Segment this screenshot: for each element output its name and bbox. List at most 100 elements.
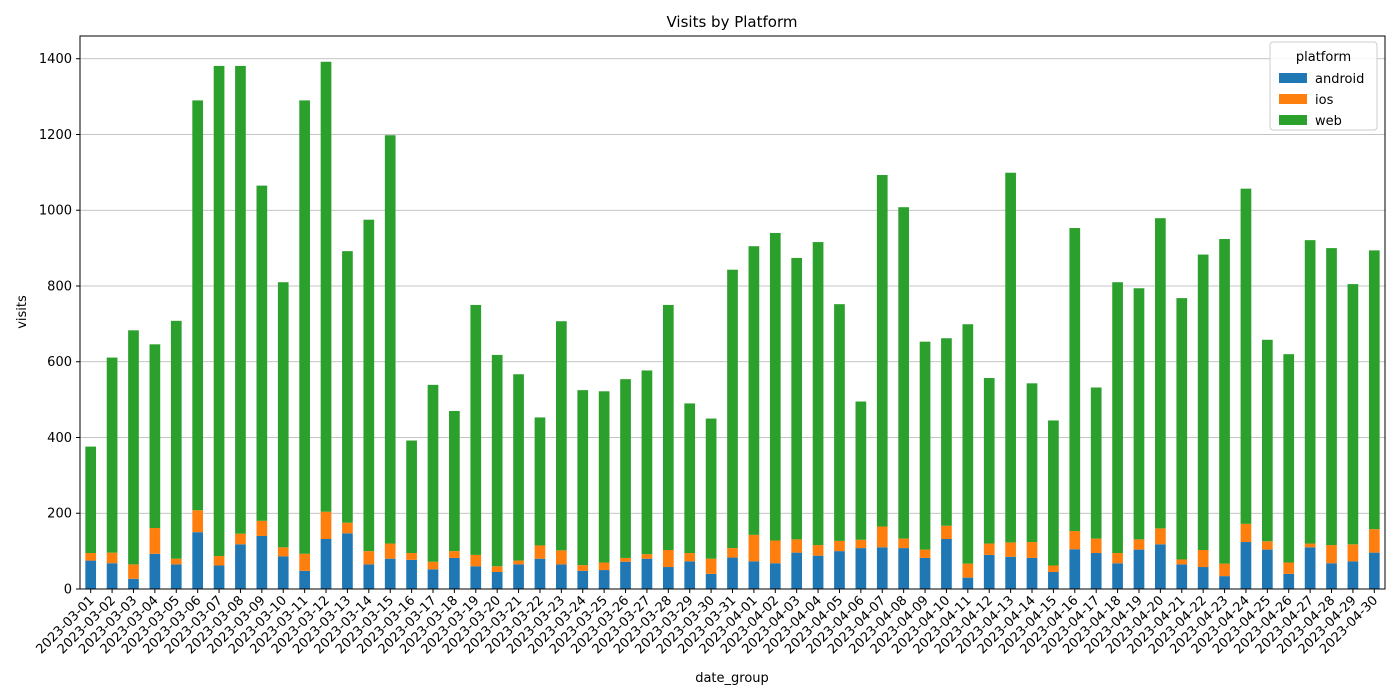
bar-android xyxy=(1112,563,1123,589)
bar-ios xyxy=(1155,528,1166,545)
bar-ios xyxy=(1048,565,1059,572)
legend-swatch-android xyxy=(1279,73,1307,83)
x-axis-label: date_group xyxy=(695,671,769,686)
bar-android xyxy=(513,564,524,589)
bar-ios xyxy=(384,543,396,559)
bar-web xyxy=(449,410,460,552)
bar-ios xyxy=(898,538,909,549)
bar-web xyxy=(213,65,225,557)
bar-android xyxy=(620,561,631,589)
bar-web xyxy=(128,330,139,565)
bar-ios xyxy=(427,561,439,570)
bar-ios xyxy=(727,548,738,558)
bar-web xyxy=(491,354,503,567)
bar-ios xyxy=(363,551,375,565)
bar-web xyxy=(513,374,524,561)
bar-android xyxy=(277,556,289,589)
bar-ios xyxy=(277,547,289,557)
bar-ios xyxy=(1283,562,1295,574)
y-tick-label: 200 xyxy=(47,507,72,522)
bar-ios xyxy=(748,534,760,562)
bar-ios xyxy=(213,556,225,566)
bar-android xyxy=(235,544,246,589)
bar-web xyxy=(598,391,610,563)
bar-ios xyxy=(1347,544,1359,562)
bar-ios xyxy=(1005,542,1016,557)
bar-android xyxy=(983,554,995,589)
bar-android xyxy=(1261,549,1273,589)
legend-label-web: web xyxy=(1315,114,1342,129)
bar-ios xyxy=(1026,542,1038,558)
bar-web xyxy=(684,403,696,554)
bar-web xyxy=(170,320,182,559)
bar-android xyxy=(320,539,332,589)
bar-android xyxy=(662,567,674,589)
bar-android xyxy=(213,565,225,589)
bar-android xyxy=(641,558,653,589)
bar-android xyxy=(727,557,738,589)
bar-web xyxy=(235,65,246,534)
bar-web xyxy=(705,418,717,559)
bar-ios xyxy=(684,553,696,562)
bar-ios xyxy=(1261,541,1273,550)
bar-android xyxy=(149,553,161,589)
y-tick-label: 800 xyxy=(47,279,72,294)
bar-ios xyxy=(962,563,974,578)
legend-swatch-ios xyxy=(1279,94,1307,104)
bar-android xyxy=(106,563,118,589)
bar-web xyxy=(834,304,845,541)
bar-android xyxy=(1026,557,1038,589)
bar-ios xyxy=(1112,553,1123,564)
bar-android xyxy=(1304,547,1316,589)
bar-web xyxy=(727,269,738,549)
bar-android xyxy=(1283,573,1295,589)
bar-android xyxy=(1219,576,1230,589)
bar-android xyxy=(1326,563,1337,589)
bar-android xyxy=(1005,556,1016,589)
bar-ios xyxy=(449,551,460,558)
bar-ios xyxy=(620,557,631,562)
bar-ios xyxy=(1197,549,1209,568)
bar-web xyxy=(620,379,631,558)
bar-android xyxy=(834,551,845,589)
bar-web xyxy=(192,100,204,511)
bar-android xyxy=(427,569,439,589)
bar-web xyxy=(384,135,396,544)
bar-android xyxy=(192,532,204,589)
bar-android xyxy=(299,570,310,589)
bar-ios xyxy=(406,553,417,560)
y-tick-label: 1400 xyxy=(39,52,72,67)
bar-web xyxy=(1005,172,1016,543)
bar-web xyxy=(1240,188,1252,524)
legend-title: platform xyxy=(1296,50,1351,65)
bar-web xyxy=(470,304,482,555)
bar-web xyxy=(1326,248,1337,546)
bar-web xyxy=(941,338,952,526)
bar-web xyxy=(85,446,97,554)
bar-web xyxy=(1219,239,1230,564)
bar-ios xyxy=(192,510,204,533)
bar-android xyxy=(812,555,824,589)
bar-web xyxy=(898,207,909,539)
bar-android xyxy=(556,564,567,589)
bar-ios xyxy=(919,549,931,558)
bar-android xyxy=(791,552,803,589)
legend-swatch-web xyxy=(1279,115,1307,125)
bar-web xyxy=(876,175,888,527)
bar-ios xyxy=(149,528,161,554)
bar-ios xyxy=(1304,543,1316,548)
bar-ios xyxy=(1133,539,1145,550)
bar-android xyxy=(1069,549,1081,589)
bar-web xyxy=(1026,383,1038,543)
bar-ios xyxy=(598,562,610,571)
bar-ios xyxy=(556,550,567,565)
bar-web xyxy=(641,370,653,555)
bar-ios xyxy=(941,525,952,540)
bar-ios xyxy=(491,566,503,572)
bar-web xyxy=(342,251,353,523)
bar-android xyxy=(962,577,974,589)
bar-web xyxy=(320,61,332,512)
bar-ios xyxy=(170,558,182,565)
bar-android xyxy=(898,548,909,589)
bar-web xyxy=(1368,250,1380,530)
